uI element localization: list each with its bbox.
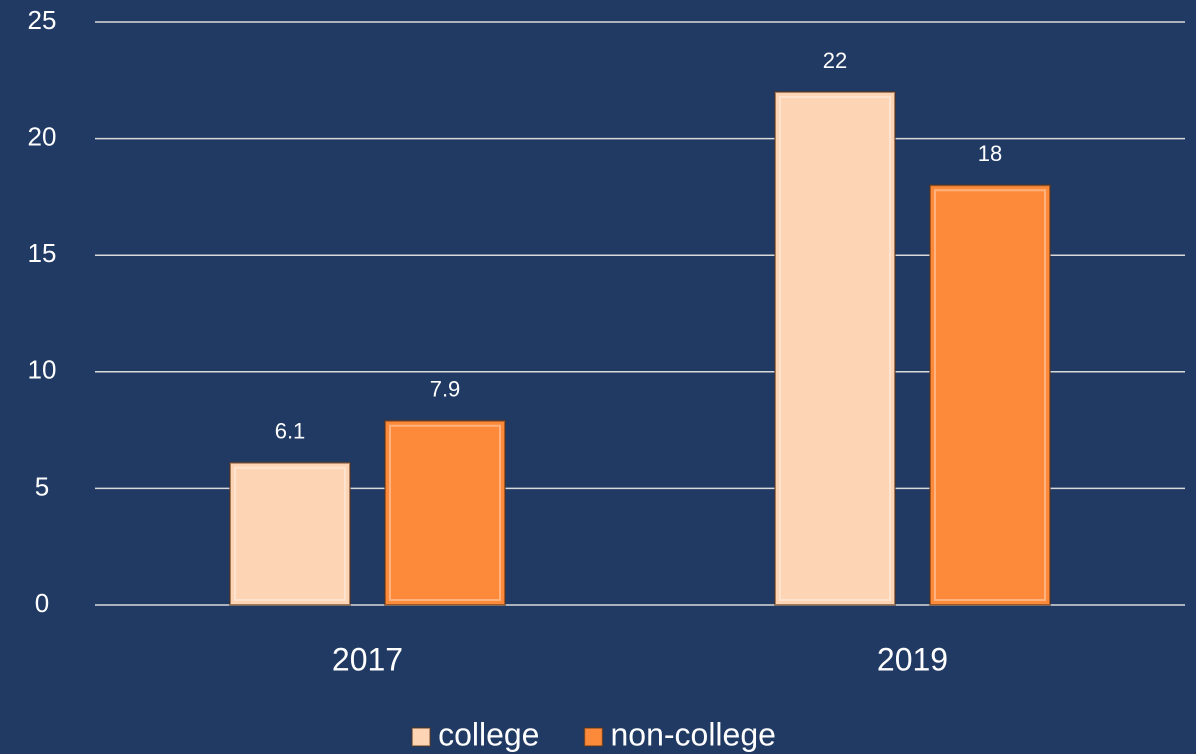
y-tick-label: 5 bbox=[35, 471, 49, 501]
bar-bevel bbox=[934, 189, 1046, 602]
bar-bevel bbox=[234, 466, 346, 601]
legend-swatch bbox=[411, 727, 431, 747]
y-tick-label: 25 bbox=[28, 5, 57, 35]
bar bbox=[384, 419, 506, 606]
y-tick-label: 15 bbox=[28, 238, 57, 268]
data-label: 22 bbox=[823, 48, 847, 73]
data-label: 6.1 bbox=[275, 419, 306, 444]
bar bbox=[774, 90, 896, 606]
data-label: 18 bbox=[978, 141, 1002, 166]
bar bbox=[929, 184, 1051, 607]
legend-label: non-college bbox=[610, 716, 775, 752]
y-tick-label: 0 bbox=[35, 588, 49, 618]
x-tick-label: 2019 bbox=[877, 641, 948, 677]
y-tick-label: 10 bbox=[28, 355, 57, 385]
legend-swatch bbox=[583, 727, 604, 747]
bar-bevel bbox=[779, 95, 891, 602]
x-tick-label: 2017 bbox=[332, 641, 403, 677]
data-label: 7.9 bbox=[430, 377, 461, 402]
legend-label: college bbox=[438, 716, 539, 752]
bar-bevel bbox=[389, 424, 501, 601]
bar bbox=[229, 461, 351, 606]
y-tick-label: 20 bbox=[28, 121, 57, 151]
